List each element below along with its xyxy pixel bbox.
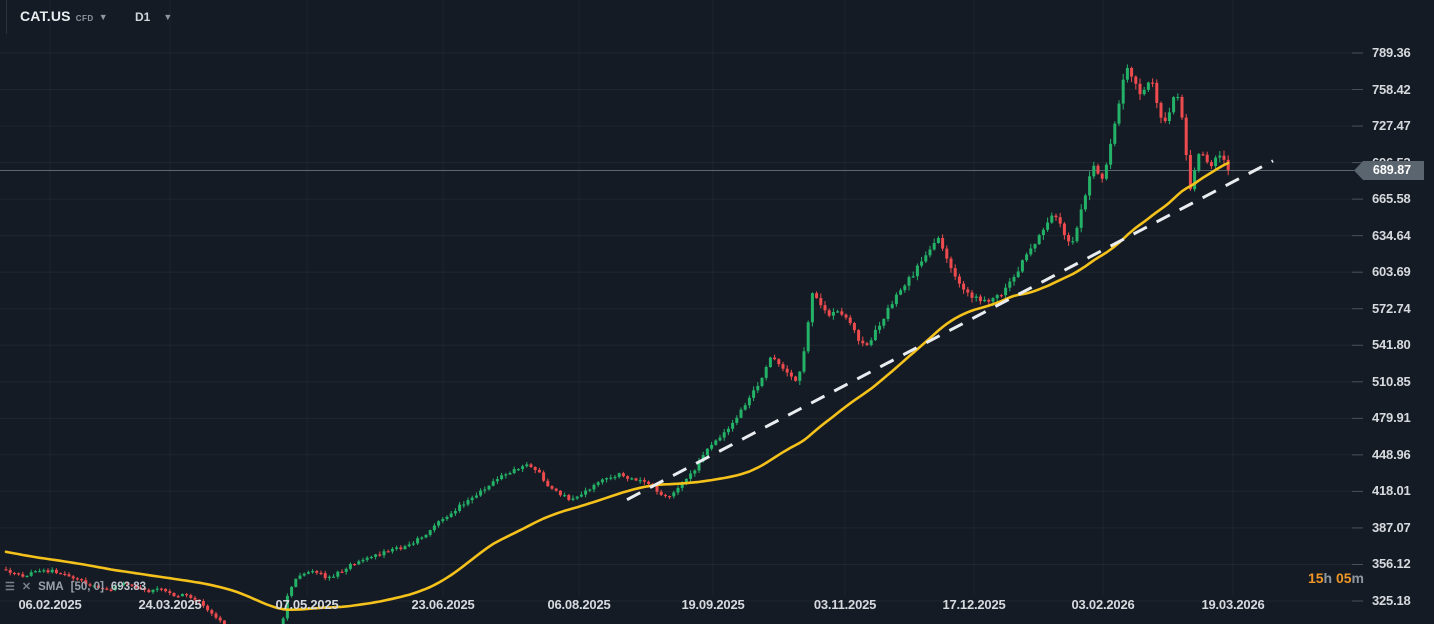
timeframe-label: D1 [135, 10, 151, 24]
current-price-tag: 689.87 [1354, 161, 1424, 180]
indicator-legend: ☰ ✕ SMA [50, 0] 693.83 [5, 580, 147, 594]
chevron-down-icon: ▼ [98, 12, 108, 22]
symbol-selector[interactable]: CAT.US CFD ▼ [20, 8, 108, 24]
indicator-name: SMA [38, 580, 64, 593]
indicator-value: 693.83 [110, 580, 147, 593]
countdown-minutes: 05 [1335, 570, 1352, 586]
instrument-type-label: CFD [75, 14, 94, 23]
indicator-remove-icon[interactable]: ✕ [21, 581, 32, 593]
panel-edge-divider [6, 0, 7, 34]
countdown-minutes-unit: m [1351, 570, 1364, 586]
indicator-params: [50, 0] [70, 580, 104, 593]
symbol-label: CAT.US [20, 8, 71, 24]
countdown-hours: 15 [1307, 570, 1324, 586]
countdown-hours-unit: h [1323, 570, 1333, 586]
indicator-settings-icon[interactable]: ☰ [5, 581, 15, 593]
chevron-down-icon: ▼ [163, 12, 173, 22]
candle-countdown: 15h 05m [1308, 570, 1364, 586]
timeframe-selector[interactable]: D1 ▼ [135, 10, 172, 24]
